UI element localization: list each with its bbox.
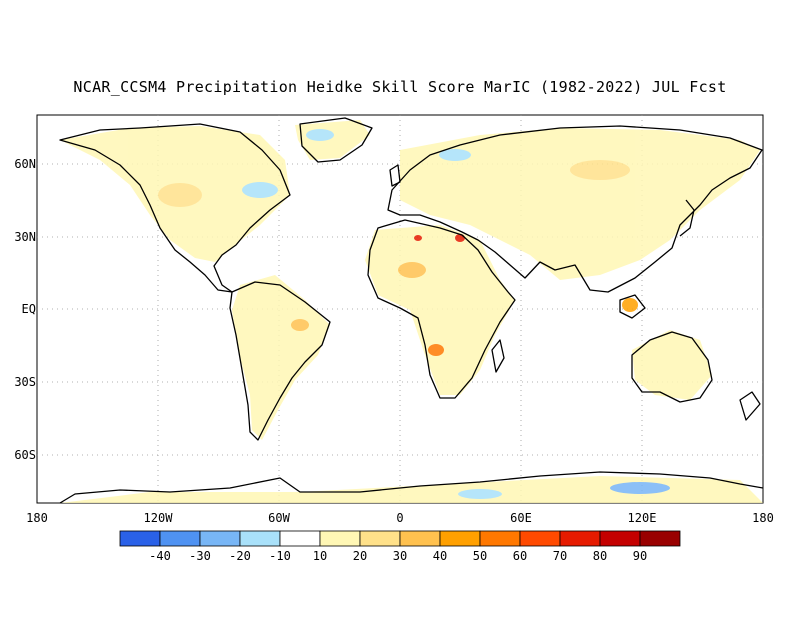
colorbar-swatch-4 [279,530,321,547]
patch-central-us [158,183,202,207]
patch-brazil [291,319,309,331]
coast-madagascar [491,339,505,373]
colorbar-swatch-5 [319,530,361,547]
colorbar-label: 70 [552,549,568,563]
colorbar-swatch-1 [159,530,201,547]
lat-label-30n: 30N [14,230,36,244]
colorbar-label: 20 [352,549,368,563]
colorbar-swatch-6 [359,530,401,547]
colorbar-swatch-8 [439,530,481,547]
lat-label-60s: 60S [14,448,36,462]
lat-label-30s: 30S [14,375,36,389]
colorbar-swatch-3 [239,530,281,547]
lat-label-eq: EQ [21,302,36,316]
colorbar-label: -40 [149,549,171,563]
colorbar-swatch-0 [119,530,161,547]
patch-angola [428,344,444,356]
colorbar-label: -20 [229,549,251,563]
patch-arctic-blue [306,129,334,141]
coast-greenland [299,117,373,163]
shading-antarctica [60,476,763,503]
patch-sahara [398,262,426,278]
colorbar-swatch-9 [479,530,521,547]
colorbar-swatch-12 [599,530,641,547]
patch-libya [414,235,422,241]
colorbar-label: 90 [632,549,648,563]
coast-japan [679,199,695,237]
patch-antarctica-blue-2 [458,489,502,499]
colorbar-label: 10 [312,549,328,563]
lon-label-180w: 180 [26,511,48,525]
shading-australia [632,330,712,400]
shading-south-america [232,275,330,440]
coast-borneo [619,294,646,319]
colorbar-swatch-11 [559,530,601,547]
colorbar-swatch-2 [199,530,241,547]
patch-antarctica-blue [610,482,670,494]
skill-shading [60,120,763,503]
patch-borneo [622,298,638,312]
lon-label-60w: 60W [268,511,290,525]
patch-canada-blue [242,182,278,198]
coast-north-america [59,123,291,293]
colorbar-label: 40 [432,549,448,563]
patch-europe-blue [439,149,471,161]
colorbar-swatch-7 [399,530,441,547]
lon-label-120e: 120E [627,511,657,525]
colorbar-label: 30 [392,549,408,563]
map-title: NCAR_CCSM4 Precipitation Heidke Skill Sc… [73,78,727,96]
coast-new-zealand [739,391,761,421]
shading-eurasia [400,128,760,280]
coast-antarctica [59,471,764,504]
colorbar-label: 80 [592,549,608,563]
lon-label-0: 0 [396,511,404,525]
coast-africa [367,219,516,399]
coastlines [59,117,764,504]
lat-label-60n: 60N [14,157,36,171]
coast-south-america [229,281,331,441]
lon-label-60e: 60E [510,511,532,525]
coast-eurasia [387,125,763,293]
colorbar-label: -10 [269,549,291,563]
lon-label-120w: 120W [143,511,173,525]
patch-siberia [570,160,630,180]
colorbar-swatch-13 [639,530,681,547]
colorbar-label: -30 [189,549,211,563]
coast-uk [389,164,401,187]
colorbar-swatch-10 [519,530,561,547]
coast-australia [631,331,713,403]
lon-label-180e: 180 [752,511,774,525]
colorbar-label: 50 [472,549,488,563]
colorbar-label: 60 [512,549,528,563]
